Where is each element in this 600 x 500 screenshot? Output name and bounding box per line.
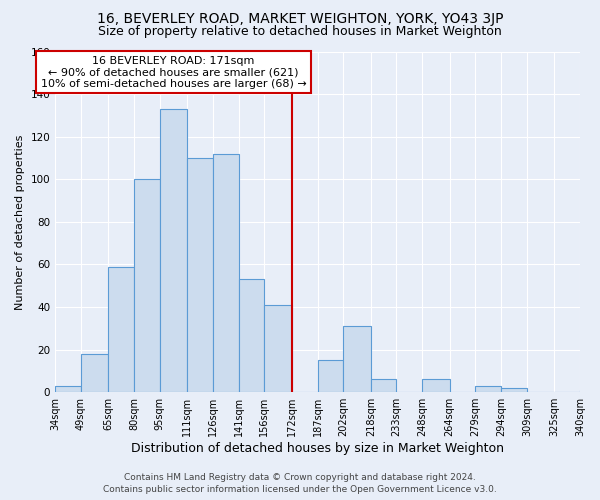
Bar xyxy=(422,380,449,392)
Text: 16 BEVERLEY ROAD: 171sqm
← 90% of detached houses are smaller (621)
10% of semi-: 16 BEVERLEY ROAD: 171sqm ← 90% of detach… xyxy=(41,56,307,89)
Bar xyxy=(501,388,527,392)
Bar xyxy=(134,180,160,392)
Bar xyxy=(371,380,397,392)
Bar xyxy=(265,305,292,392)
Bar xyxy=(160,109,187,392)
Y-axis label: Number of detached properties: Number of detached properties xyxy=(15,134,25,310)
Bar xyxy=(213,154,239,392)
Bar xyxy=(580,390,600,392)
Bar xyxy=(343,326,371,392)
Bar xyxy=(317,360,343,392)
Text: Contains HM Land Registry data © Crown copyright and database right 2024.
Contai: Contains HM Land Registry data © Crown c… xyxy=(103,472,497,494)
X-axis label: Distribution of detached houses by size in Market Weighton: Distribution of detached houses by size … xyxy=(131,442,504,455)
Text: Size of property relative to detached houses in Market Weighton: Size of property relative to detached ho… xyxy=(98,25,502,38)
Bar xyxy=(55,386,81,392)
Bar xyxy=(475,386,501,392)
Text: 16, BEVERLEY ROAD, MARKET WEIGHTON, YORK, YO43 3JP: 16, BEVERLEY ROAD, MARKET WEIGHTON, YORK… xyxy=(97,12,503,26)
Bar xyxy=(81,354,109,392)
Bar xyxy=(109,266,134,392)
Bar xyxy=(187,158,213,392)
Bar xyxy=(239,280,265,392)
